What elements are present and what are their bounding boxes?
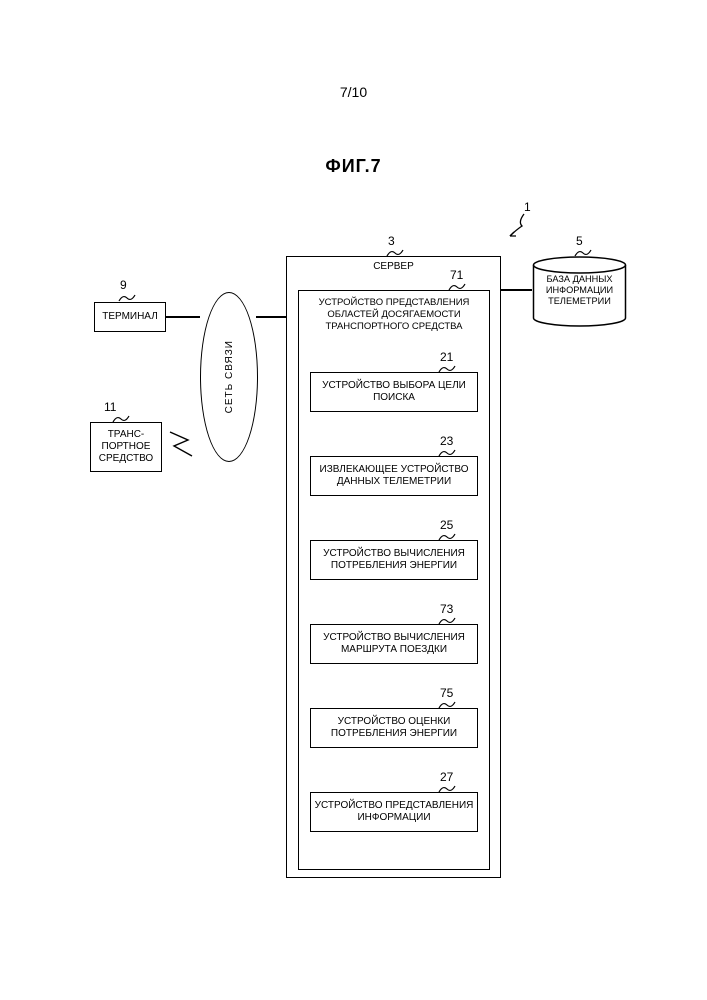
page-number: 7/10 xyxy=(0,84,707,100)
database-cylinder: БАЗА ДАННЫХ ИНФОРМАЦИИ ТЕЛЕМЕТРИИ xyxy=(532,256,627,328)
db-label: БАЗА ДАННЫХ ИНФОРМАЦИИ ТЕЛЕМЕТРИИ xyxy=(532,274,627,307)
terminal-box: ТЕРМИНАЛ xyxy=(94,302,166,332)
d21-label: УСТРОЙСТВО ВЫБОРА ЦЕЛИ ПОИСКА xyxy=(322,380,466,404)
d75-box: УСТРОЙСТВО ОЦЕНКИ ПОТРЕБЛЕНИЯ ЭНЕРГИИ xyxy=(310,708,478,748)
d73-label: УСТРОЙСТВО ВЫЧИСЛЕНИЯ МАРШРУТА ПОЕЗДКИ xyxy=(323,632,465,656)
network-label: СЕТЬ СВЯЗИ xyxy=(224,340,235,413)
connector-line xyxy=(256,316,286,318)
terminal-label: ТЕРМИНАЛ xyxy=(102,311,158,323)
d25-box: УСТРОЙСТВО ВЫЧИСЛЕНИЯ ПОТРЕБЛЕНИЯ ЭНЕРГИ… xyxy=(310,540,478,580)
d25-label: УСТРОЙСТВО ВЫЧИСЛЕНИЯ ПОТРЕБЛЕНИЯ ЭНЕРГИ… xyxy=(323,548,465,572)
vehicle-box: ТРАНС- ПОРТНОЕ СРЕДСТВО xyxy=(90,422,162,472)
d21-box: УСТРОЙСТВО ВЫБОРА ЦЕЛИ ПОИСКА xyxy=(310,372,478,412)
d75-label: УСТРОЙСТВО ОЦЕНКИ ПОТРЕБЛЕНИЯ ЭНЕРГИИ xyxy=(331,716,457,740)
connector-line xyxy=(501,289,532,291)
connector-line xyxy=(166,316,200,318)
network-ellipse: СЕТЬ СВЯЗИ xyxy=(200,292,258,462)
d73-box: УСТРОЙСТВО ВЫЧИСЛЕНИЯ МАРШРУТА ПОЕЗДКИ xyxy=(310,624,478,664)
device71-label: УСТРОЙСТВО ПРЕДСТАВЛЕНИЯ ОБЛАСТЕЙ ДОСЯГА… xyxy=(303,297,485,333)
vehicle-label: ТРАНС- ПОРТНОЕ СРЕДСТВО xyxy=(99,429,153,465)
d27-label: УСТРОЙСТВО ПРЕДСТАВЛЕНИЯ ИНФОРМАЦИИ xyxy=(315,800,474,824)
ref-terminal: 9 xyxy=(120,278,127,292)
d27-box: УСТРОЙСТВО ПРЕДСТАВЛЕНИЯ ИНФОРМАЦИИ xyxy=(310,792,478,832)
server-label: СЕРВЕР xyxy=(290,261,497,273)
wireless-icon xyxy=(166,430,200,460)
d23-label: ИЗВЛЕКАЮЩЕЕ УСТРОЙСТВО ДАННЫХ ТЕЛЕМЕТРИИ xyxy=(320,464,469,488)
figure-title: ФИГ.7 xyxy=(0,156,707,177)
d23-box: ИЗВЛЕКАЮЩЕЕ УСТРОЙСТВО ДАННЫХ ТЕЛЕМЕТРИИ xyxy=(310,456,478,496)
leader-arrow-icon xyxy=(504,212,528,238)
